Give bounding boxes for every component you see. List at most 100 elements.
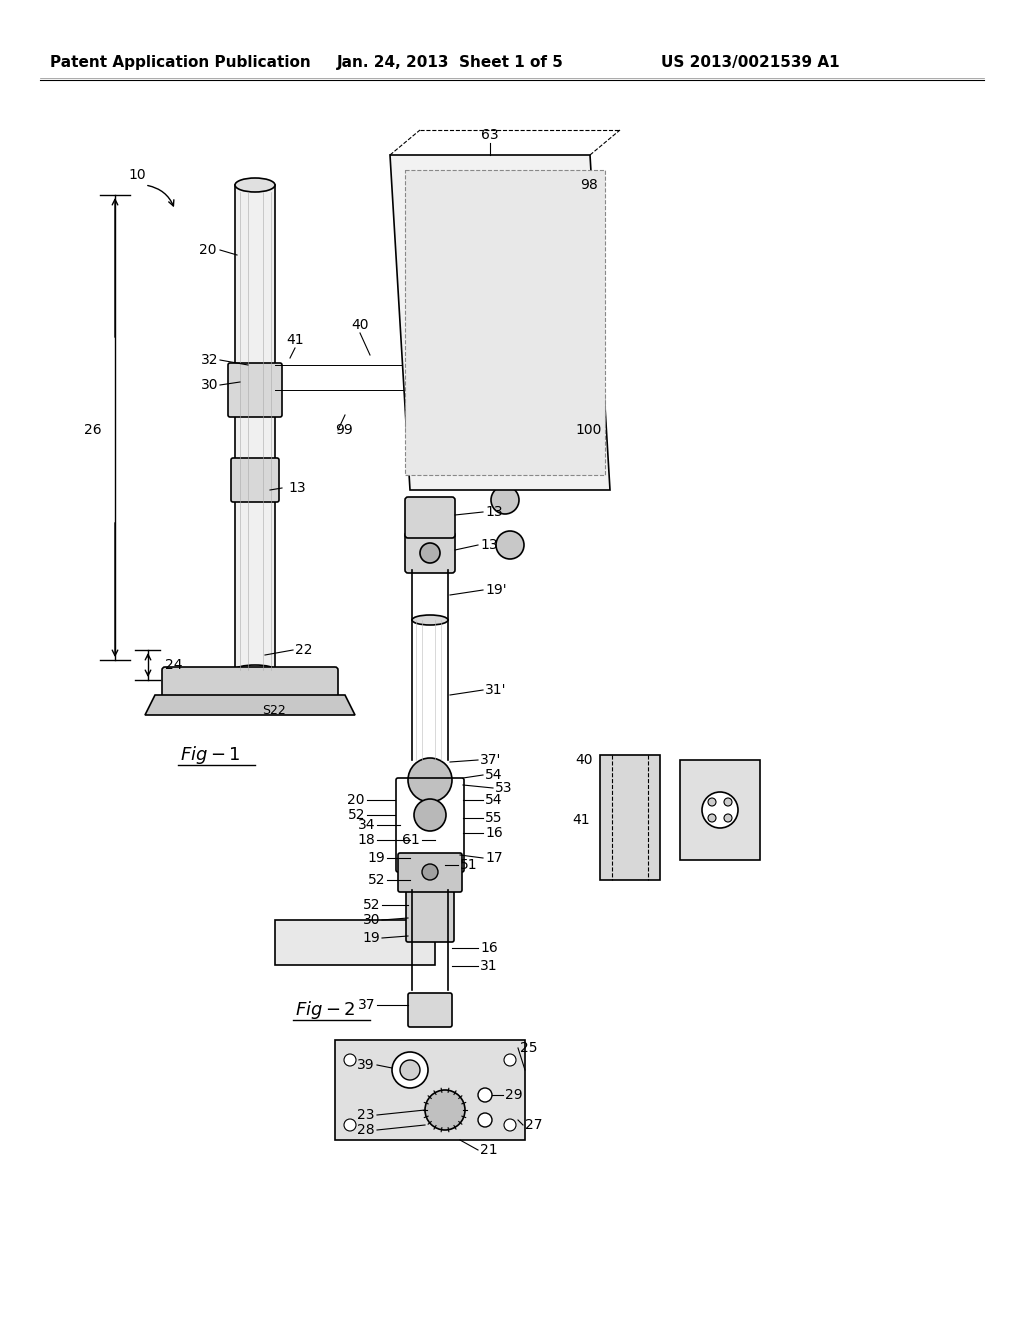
Text: 99: 99 [335,422,352,437]
Polygon shape [275,920,435,965]
Text: 52: 52 [368,873,385,887]
Text: 30: 30 [201,378,218,392]
Text: 16: 16 [485,826,503,840]
Text: 23: 23 [357,1107,375,1122]
Text: 13: 13 [480,539,498,552]
Text: 30: 30 [362,913,380,927]
Text: 50: 50 [510,378,527,392]
Text: 100: 100 [575,422,601,437]
FancyBboxPatch shape [162,667,338,698]
Circle shape [420,543,440,564]
Circle shape [724,799,732,807]
Circle shape [504,1119,516,1131]
Text: 52: 52 [362,898,380,912]
Circle shape [471,389,479,397]
Polygon shape [390,154,610,490]
Text: 40: 40 [351,318,369,333]
Ellipse shape [234,665,275,675]
Text: 39: 39 [357,1059,375,1072]
Polygon shape [406,170,605,475]
Text: 19: 19 [362,931,380,945]
Circle shape [490,486,519,513]
Circle shape [455,389,463,397]
FancyBboxPatch shape [406,532,455,573]
Polygon shape [145,696,355,715]
Circle shape [478,1088,492,1102]
Text: 27: 27 [525,1118,543,1133]
Text: 17: 17 [485,851,503,865]
Text: 26: 26 [84,422,102,437]
FancyBboxPatch shape [231,458,279,502]
Text: $\it{Fig-2}$: $\it{Fig-2}$ [295,999,355,1020]
Text: 13: 13 [288,480,305,495]
Circle shape [422,865,438,880]
Circle shape [414,799,446,832]
Circle shape [702,792,738,828]
Text: 29: 29 [505,1088,522,1102]
Text: 37: 37 [357,998,375,1012]
Text: 19: 19 [368,851,385,865]
Bar [435,345,500,425]
Text: 37': 37' [480,752,502,767]
Text: Patent Application Publication: Patent Application Publication [49,54,310,70]
Text: 28: 28 [357,1123,375,1137]
Circle shape [708,799,716,807]
Text: S22: S22 [262,704,286,717]
Text: 61: 61 [402,833,420,847]
Text: 22: 22 [295,643,312,657]
FancyBboxPatch shape [408,993,452,1027]
Text: 20: 20 [199,243,216,257]
Bar [234,185,275,671]
Text: 53: 53 [495,781,512,795]
Circle shape [724,814,732,822]
Text: 10: 10 [128,168,145,182]
Text: 63: 63 [481,128,499,143]
Text: 21: 21 [480,1143,498,1158]
Text: 31': 31' [485,682,507,697]
Text: 55: 55 [485,810,503,825]
Text: 98: 98 [580,178,598,191]
Text: 24: 24 [165,657,182,672]
Circle shape [455,374,463,381]
Circle shape [344,1053,356,1067]
FancyBboxPatch shape [228,363,282,417]
Text: 13: 13 [485,506,503,519]
Text: 18: 18 [357,833,375,847]
Text: Jan. 24, 2013  Sheet 1 of 5: Jan. 24, 2013 Sheet 1 of 5 [337,54,563,70]
Text: 31: 31 [480,960,498,973]
Ellipse shape [234,178,275,191]
Circle shape [449,367,485,403]
Circle shape [504,1053,516,1067]
Text: 51: 51 [460,858,477,873]
Text: US 2013/0021539 A1: US 2013/0021539 A1 [660,54,840,70]
Circle shape [496,531,524,558]
Circle shape [471,374,479,381]
Circle shape [392,1052,428,1088]
Circle shape [344,1119,356,1131]
Text: 19': 19' [485,583,507,597]
Circle shape [408,758,452,803]
Text: 54: 54 [485,793,503,807]
Bar [680,760,760,861]
Bar [335,1040,525,1140]
FancyBboxPatch shape [398,853,462,892]
Circle shape [478,1113,492,1127]
Text: 34: 34 [357,818,375,832]
Circle shape [425,1090,465,1130]
Text: 32: 32 [201,352,218,367]
Circle shape [708,814,716,822]
Text: 16: 16 [480,941,498,954]
FancyBboxPatch shape [406,888,454,942]
Text: 40: 40 [575,752,593,767]
Circle shape [400,1060,420,1080]
Text: 25: 25 [520,1041,538,1055]
Text: $\it{Fig-1}$: $\it{Fig-1}$ [180,744,241,766]
Text: 41: 41 [572,813,590,828]
FancyBboxPatch shape [406,498,455,539]
Text: 54: 54 [485,768,503,781]
Text: 52: 52 [347,808,365,822]
Ellipse shape [412,615,449,624]
Text: 20: 20 [347,793,365,807]
Polygon shape [600,755,660,880]
Text: 41: 41 [286,333,304,347]
